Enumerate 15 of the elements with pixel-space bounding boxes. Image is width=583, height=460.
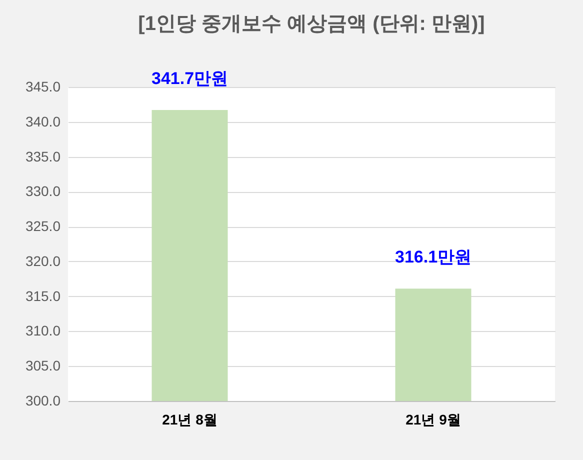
y-tick-label: 330.0 <box>25 183 61 200</box>
y-tick-label: 305.0 <box>25 358 61 374</box>
x-tick-label: 21년 9월 <box>406 412 461 428</box>
data-label: 316.1만원 <box>394 248 472 267</box>
y-tick-label: 320.0 <box>25 252 61 269</box>
y-tick-label: 335.0 <box>25 148 61 164</box>
x-tick-label: 21년 8월 <box>162 412 218 428</box>
chart-title: [1인당 중개보수 예상금액 (단위: 만원)] <box>138 13 485 36</box>
y-tick-label: 340.0 <box>25 113 61 130</box>
y-tick-label: 315.0 <box>25 288 61 304</box>
data-label: 341.7만원 <box>151 69 228 88</box>
y-tick-label: 325.0 <box>25 218 61 234</box>
y-tick-label: 345.0 <box>25 78 61 94</box>
y-tick-label: 300.0 <box>25 392 61 408</box>
y-tick-label: 310.0 <box>25 322 61 339</box>
